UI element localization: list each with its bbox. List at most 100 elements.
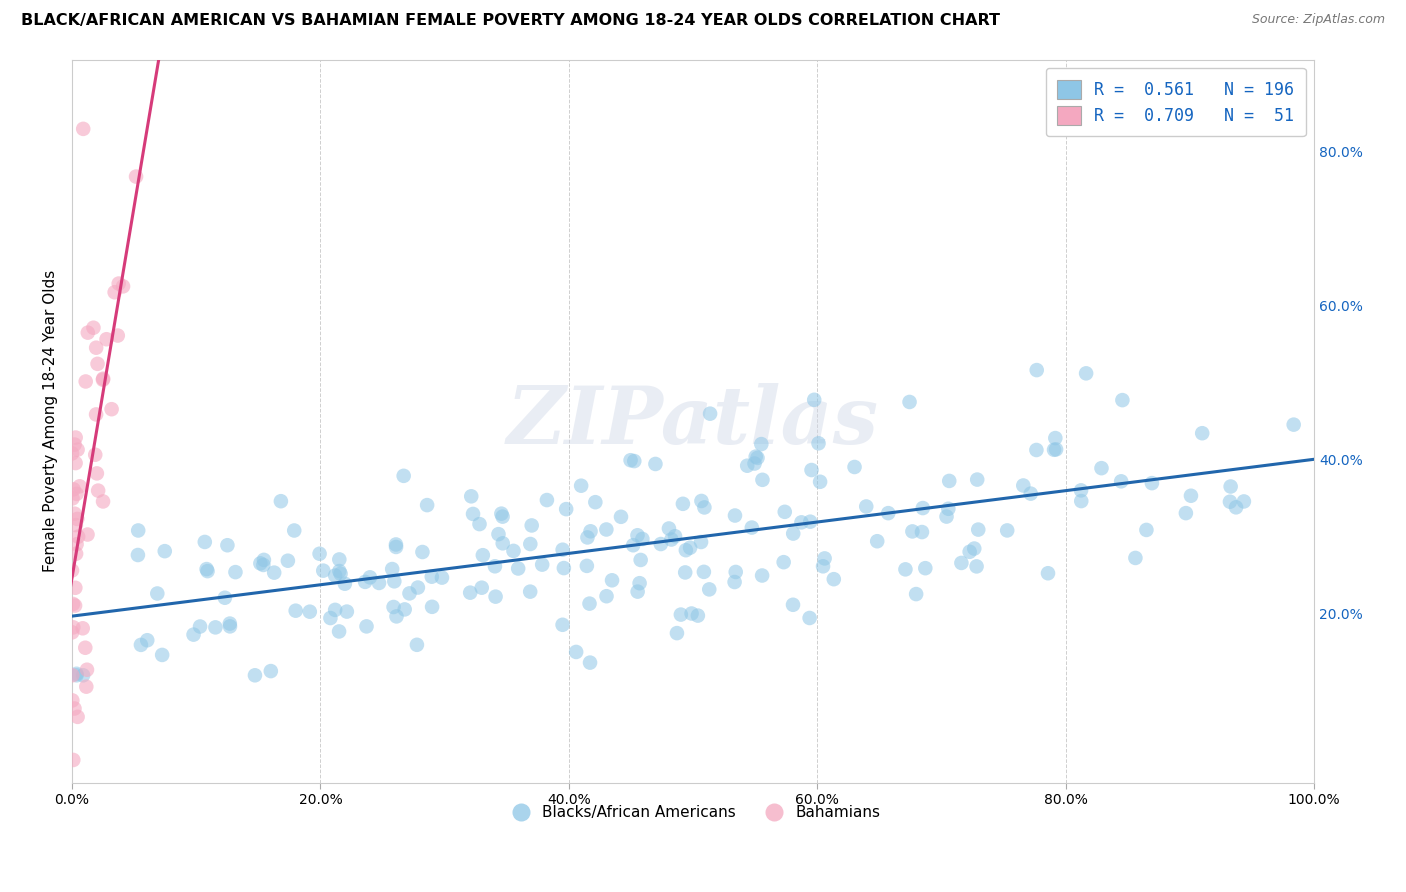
Point: [1012, 478, 1035, 492]
Point: [938, 474, 960, 488]
Point: [224, 565, 246, 579]
Point: [86, 467, 108, 481]
Point: [744, 450, 766, 464]
Point: [66, 442, 89, 457]
Point: [127, 524, 149, 538]
Point: [1282, 417, 1305, 432]
Point: [197, 564, 219, 578]
Point: [75, 640, 97, 655]
Point: [323, 603, 346, 617]
Point: [63, 599, 86, 613]
Point: [411, 545, 433, 559]
Text: BLACK/AFRICAN AMERICAN VS BAHAMIAN FEMALE POVERTY AMONG 18-24 YEAR OLDS CORRELAT: BLACK/AFRICAN AMERICAN VS BAHAMIAN FEMAL…: [21, 13, 1000, 29]
Point: [1074, 367, 1097, 381]
Point: [800, 463, 823, 477]
Point: [329, 566, 352, 581]
Point: [508, 561, 530, 575]
Point: [553, 561, 575, 575]
Point: [60, 446, 83, 460]
Point: [628, 576, 651, 591]
Point: [354, 574, 377, 589]
Point: [488, 527, 510, 541]
Point: [129, 638, 152, 652]
Point: [1225, 500, 1247, 515]
Point: [218, 616, 240, 631]
Point: [747, 450, 769, 465]
Point: [723, 574, 745, 589]
Point: [1025, 363, 1047, 377]
Point: [382, 574, 405, 589]
Point: [672, 497, 695, 511]
Point: [595, 589, 617, 603]
Point: [368, 576, 391, 591]
Point: [60, 563, 83, 577]
Point: [664, 529, 686, 543]
Point: [936, 501, 959, 516]
Point: [63, 507, 86, 521]
Point: [86, 357, 108, 371]
Point: [60, 693, 83, 707]
Point: [65, 431, 87, 445]
Point: [406, 638, 429, 652]
Point: [84, 341, 107, 355]
Point: [72, 621, 94, 635]
Point: [782, 526, 804, 541]
Point: [519, 584, 541, 599]
Point: [626, 528, 648, 542]
Point: [627, 584, 650, 599]
Point: [84, 448, 107, 462]
Point: [96, 332, 118, 346]
Y-axis label: Female Poverty Among 18-24 Year Olds: Female Poverty Among 18-24 Year Olds: [44, 270, 58, 573]
Point: [741, 520, 763, 534]
Point: [72, 668, 94, 682]
Point: [551, 617, 574, 632]
Point: [1140, 476, 1163, 491]
Point: [112, 279, 135, 293]
Point: [87, 483, 110, 498]
Point: [551, 542, 574, 557]
Point: [69, 479, 91, 493]
Point: [799, 515, 821, 529]
Point: [76, 527, 98, 541]
Point: [484, 559, 506, 574]
Point: [531, 558, 554, 572]
Point: [583, 495, 606, 509]
Point: [724, 508, 747, 523]
Point: [661, 533, 683, 547]
Point: [658, 521, 681, 535]
Point: [911, 501, 934, 516]
Point: [782, 598, 804, 612]
Point: [579, 524, 602, 539]
Point: [277, 554, 299, 568]
Point: [243, 668, 266, 682]
Point: [1219, 479, 1241, 493]
Point: [693, 565, 716, 579]
Point: [744, 457, 766, 471]
Point: [468, 517, 491, 532]
Point: [675, 543, 697, 558]
Point: [458, 585, 481, 599]
Point: [312, 564, 335, 578]
Point: [630, 553, 652, 567]
Point: [1025, 442, 1047, 457]
Point: [385, 540, 408, 554]
Point: [751, 473, 773, 487]
Point: [263, 566, 285, 580]
Point: [62, 491, 84, 506]
Point: [905, 587, 928, 601]
Point: [406, 581, 429, 595]
Point: [194, 535, 217, 549]
Point: [1233, 494, 1256, 508]
Point: [328, 552, 350, 566]
Point: [520, 518, 543, 533]
Point: [91, 372, 114, 386]
Point: [963, 541, 986, 556]
Point: [966, 559, 988, 574]
Point: [283, 524, 305, 538]
Point: [950, 556, 973, 570]
Point: [665, 626, 688, 640]
Point: [697, 582, 720, 597]
Point: [308, 547, 330, 561]
Point: [195, 562, 218, 576]
Point: [62, 753, 84, 767]
